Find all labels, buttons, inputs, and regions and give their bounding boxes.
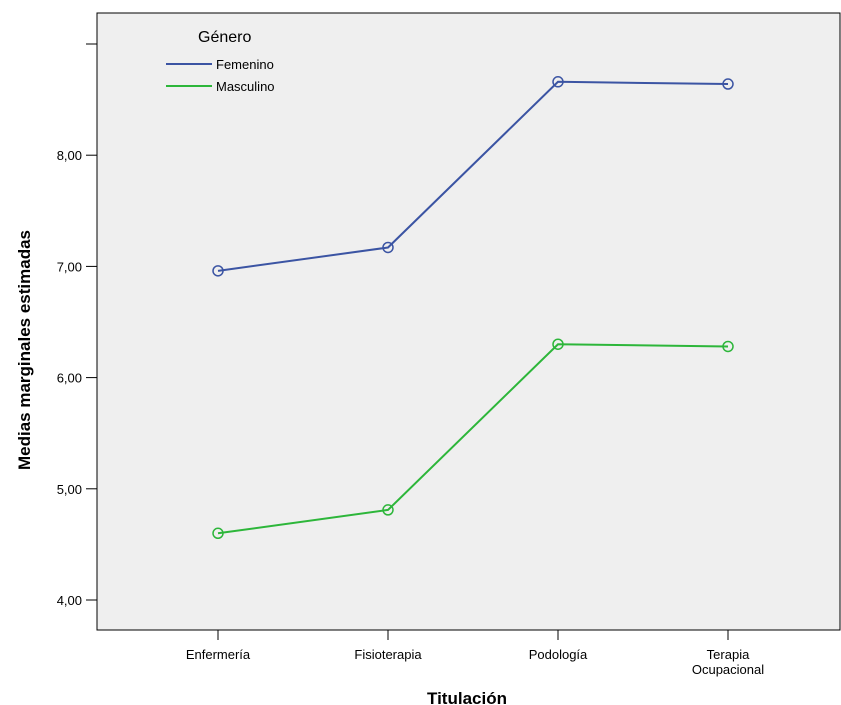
y-tick-label: 6,00 [57,371,82,386]
x-axis: Enfermería Fisioterapia Podología Terapia Oc… [186,630,764,677]
legend-label: Femenino [216,57,274,72]
y-tick-label: 4,00 [57,593,82,608]
x-tick-label: Terapia Ocupacional [692,647,764,677]
data-point [722,78,734,90]
legend-items: Femenino Masculino [166,57,275,94]
y-tick-label: 5,00 [57,482,82,497]
data-point [552,76,564,88]
x-tick-label: Enfermería [186,647,251,662]
y-tick-label: 8,00 [57,148,82,163]
series-line [217,80,729,272]
series-line [217,343,729,535]
data-point [722,340,734,353]
x-axis-title: Titulación [427,689,507,705]
plot-area [96,12,841,631]
legend-title: Género [198,29,251,46]
y-axis-title: Medias marginales estimadas [15,230,34,470]
data-point [212,527,224,540]
data-point [382,241,394,254]
y-tick-label: 7,00 [57,259,82,274]
legend: Género Femenino Masculino [166,29,275,94]
series-layer [212,76,734,540]
x-tick-label: Podología [529,647,588,662]
data-point [382,504,394,516]
data-point [552,338,564,350]
y-axis: 4,00 5,00 6,00 7,00 8,00 [57,43,97,608]
x-tick-label: Fisioterapia [354,647,422,662]
data-point [212,265,224,277]
legend-label: Masculino [216,79,275,94]
